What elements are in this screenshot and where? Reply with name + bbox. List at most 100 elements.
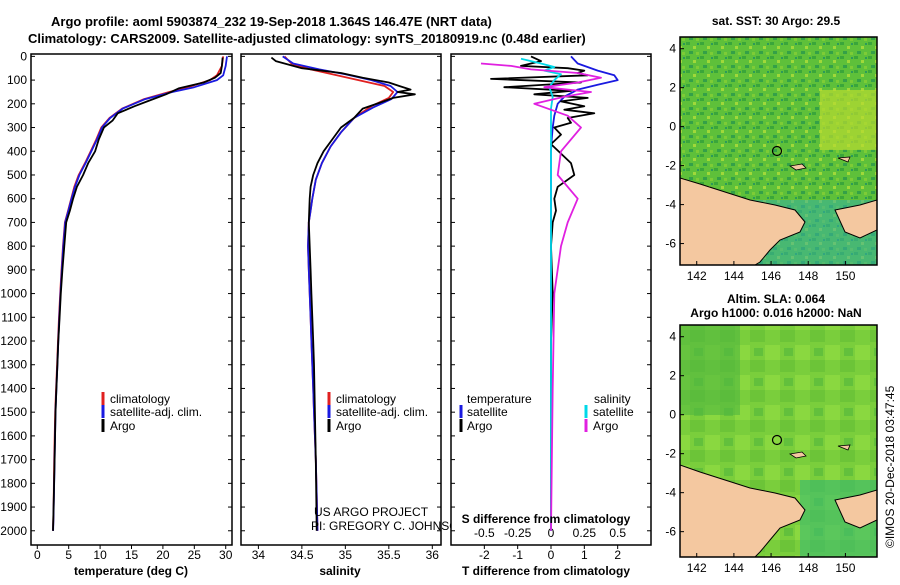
x-tick-label: 34.5 — [290, 548, 314, 562]
series-line-s-argo — [480, 62, 602, 531]
x-tick-label: 36 — [426, 548, 440, 562]
argo-float-marker — [771, 145, 783, 157]
sla-map: Altim. SLA: 0.064 Argo h1000: 0.016 h200… — [665, 292, 878, 575]
depth-tick-label: 400 — [7, 144, 27, 158]
legend-label-s-argo: Argo — [593, 419, 619, 433]
depth-tick-label: 1800 — [0, 476, 27, 490]
lon-tick-label: 144 — [724, 269, 744, 283]
x-top-tick-label: 0.5 — [609, 526, 626, 540]
x-top-tick-label: -0.25 — [504, 526, 532, 540]
lat-tick-label: -2 — [665, 447, 676, 461]
sst-map: sat. SST: 30 Argo: 29.5 4 2 0 -2 -4 -6 142 144 1… — [665, 14, 878, 283]
lat-tick-label: 2 — [669, 81, 676, 95]
x-tick-label: 35 — [339, 548, 353, 562]
lon-tick-label: 142 — [687, 561, 707, 575]
depth-tick-label: 1200 — [0, 334, 27, 348]
legend-label-argo: Argo — [110, 419, 136, 433]
sst-map-ticks: 4 2 0 -2 -4 -6 142 144 146 148 150 — [665, 42, 855, 283]
lat-tick-label: -4 — [665, 198, 676, 212]
depth-tick-label: 100 — [7, 73, 27, 87]
difference-legend: temperature satellite Argo salinity sate… — [459, 392, 634, 433]
x-tick-label: 35.5 — [377, 548, 401, 562]
temperature-panel: 0 5 10 15 20 25 30 0 100 200 300 400 500 600 700 800 90… — [0, 49, 233, 578]
salinity-lines — [270, 55, 416, 531]
difference-ticks: -2 -1 0 1 2 -0.5 -0.25 0 0.25 0.5 — [451, 55, 651, 562]
x-tick-label: 0 — [34, 548, 41, 562]
salinity-xlabel: salinity — [319, 564, 361, 578]
lat-tick-label: -6 — [665, 525, 676, 539]
depth-tick-label: 1600 — [0, 429, 27, 443]
depth-tick-label: 800 — [7, 239, 27, 253]
legend-label-climatology: climatology — [110, 392, 170, 406]
lat-tick-label: 4 — [669, 330, 676, 344]
series-line-s-satellite — [520, 57, 562, 531]
depth-tick-label: 1000 — [0, 287, 27, 301]
x-top-tick-label: -0.5 — [474, 526, 495, 540]
series-line-argo — [270, 56, 416, 531]
lat-tick-label: 0 — [669, 120, 676, 134]
legend-temperature-title: temperature — [467, 392, 532, 406]
x-tick-label: 25 — [188, 548, 202, 562]
depth-tick-label: 200 — [7, 97, 27, 111]
legend-label-t-satellite: satellite — [467, 405, 508, 419]
depth-tick-label: 0 — [20, 49, 27, 63]
x-tick-label: 20 — [156, 548, 170, 562]
temperature-lines — [52, 56, 228, 531]
x-tick-label: -2 — [479, 548, 490, 562]
legend-salinity-title: salinity — [594, 392, 631, 406]
legend-label-t-argo: Argo — [467, 419, 493, 433]
x-top-tick-label: 0 — [548, 526, 555, 540]
temperature-axes-frame — [30, 53, 233, 546]
sla-map-frame — [679, 324, 878, 558]
imos-credit: ©IMOS 20-Dec-2018 03:47:45 — [883, 385, 897, 548]
salinity-axes-frame — [240, 53, 442, 546]
depth-tick-label: 300 — [7, 121, 27, 135]
sla-map-ticks: 4 2 0 -2 -4 -6 142 144 146 148 150 — [665, 330, 855, 575]
pi-credit: PI: GREGORY C. JOHNSON — [311, 519, 467, 533]
lon-tick-label: 148 — [798, 561, 818, 575]
depth-tick-label: 1100 — [1, 310, 27, 324]
difference-lines — [480, 55, 619, 531]
x-tick-label: 10 — [93, 548, 107, 562]
figure-title-line1: Argo profile: aoml 5903874_232 19-Sep-20… — [51, 14, 492, 29]
t-difference-xlabel: T difference from climatology — [462, 564, 630, 578]
depth-tick-label: 1300 — [0, 358, 27, 372]
series-line-argo — [52, 57, 224, 531]
lat-tick-label: 0 — [669, 408, 676, 422]
lon-tick-label: 150 — [835, 561, 855, 575]
difference-panel: -2 -1 0 1 2 -0.5 -0.25 0 0.25 0.5 S difference fr… — [450, 53, 652, 578]
lat-tick-label: 4 — [669, 42, 676, 56]
legend-label-argo: Argo — [336, 419, 362, 433]
s-difference-xlabel: S difference from climatology — [462, 512, 631, 526]
lat-tick-label: -6 — [665, 237, 676, 251]
island — [788, 444, 851, 459]
land-mass — [834, 199, 877, 239]
figure-title-line2: Climatology: CARS2009. Satellite-adjuste… — [28, 31, 586, 46]
salinity-panel: 34 34.5 35 35.5 36 salinity climatology sate… — [240, 53, 467, 578]
depth-tick-label: 700 — [7, 215, 27, 229]
sst-map-title: sat. SST: 30 Argo: 29.5 — [712, 14, 841, 28]
lon-tick-label: 146 — [761, 269, 781, 283]
legend-label-s-satellite: satellite — [593, 405, 634, 419]
series-line-satellite-adj-clim- — [282, 55, 399, 531]
lon-tick-label: 150 — [835, 269, 855, 283]
depth-tick-label: 900 — [7, 263, 27, 277]
sst-map-frame — [679, 36, 878, 266]
depth-axis-ticks: 0 100 200 300 400 500 600 700 800 900 1000 1100 1200… — [0, 49, 27, 537]
legend-label-satellite: satellite-adj. clim. — [110, 405, 202, 419]
lon-tick-label: 148 — [798, 269, 818, 283]
land-mass — [834, 489, 877, 529]
x-tick-label: 34 — [252, 548, 266, 562]
x-tick-label: 15 — [125, 548, 139, 562]
lon-tick-label: 142 — [687, 269, 707, 283]
temperature-ticks: 0 5 10 15 20 25 30 — [31, 55, 233, 562]
lon-tick-label: 146 — [761, 561, 781, 575]
project-credit: US ARGO PROJECT — [314, 505, 429, 519]
land-mass — [680, 464, 806, 557]
lat-tick-label: -2 — [665, 159, 676, 173]
x-tick-label: 0 — [548, 548, 555, 562]
x-tick-label: 5 — [65, 548, 72, 562]
depth-tick-label: 1500 — [0, 405, 27, 419]
